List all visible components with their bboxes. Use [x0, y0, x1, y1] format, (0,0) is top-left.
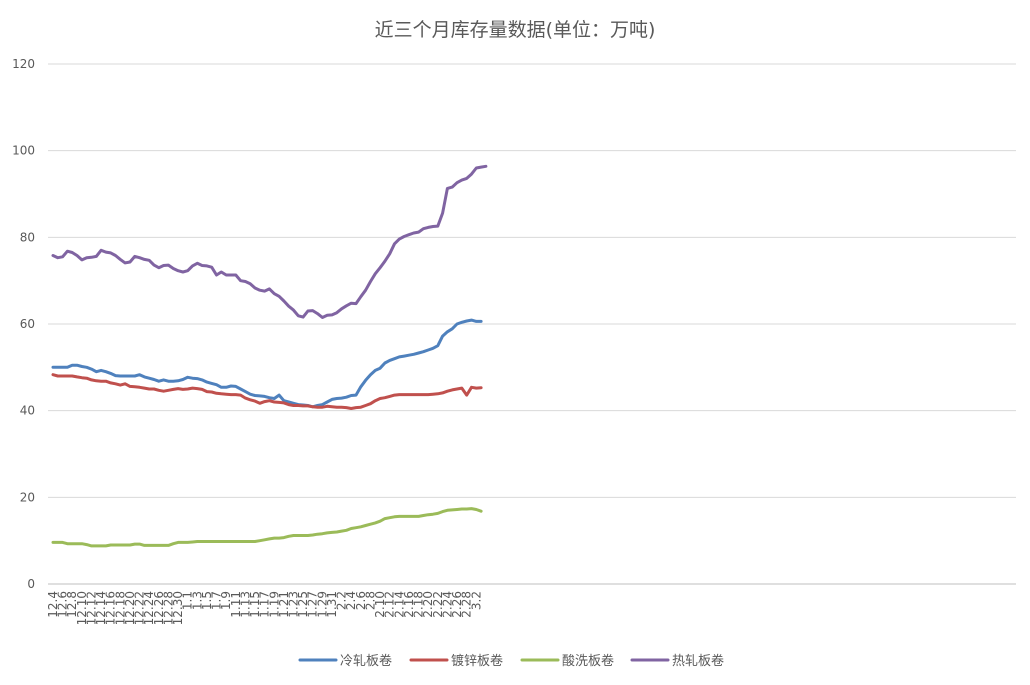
- x-tick-label: 2.4: [344, 591, 358, 610]
- x-tick-label: 12.18: [113, 591, 127, 625]
- x-tick-label: 1.15: [248, 591, 262, 618]
- series-lines: [51, 164, 488, 548]
- x-tick-label: 12.12: [84, 591, 98, 625]
- x-tick-label: 12.14: [94, 591, 108, 625]
- x-tick-label: 2.16: [402, 591, 416, 618]
- x-tick-label: 1.7: [210, 591, 224, 610]
- x-axis-ticks: 12.412.612.812.1012.1212.1412.1612.1812.…: [46, 591, 483, 625]
- x-tick-label: 12.30: [171, 591, 185, 625]
- legend-label: 酸洗板卷: [562, 653, 614, 669]
- x-tick-label: 2.10: [373, 591, 387, 618]
- x-tick-label: 12.4: [46, 591, 60, 618]
- y-tick-label: 0: [27, 577, 35, 591]
- y-tick-label: 80: [20, 230, 35, 244]
- series-line-2: [51, 373, 483, 410]
- x-tick-label: 12.24: [142, 591, 156, 625]
- y-tick-label: 100: [12, 144, 35, 158]
- series-line-1: [51, 318, 483, 409]
- x-tick-label: 12.6: [56, 591, 70, 618]
- x-tick-label: 2.24: [440, 591, 454, 618]
- x-tick-label: 1.1: [181, 591, 195, 610]
- y-tick-label: 60: [20, 317, 35, 331]
- x-tick-label: 2.8: [363, 591, 377, 610]
- x-tick-label: 2.2: [335, 591, 349, 610]
- x-tick-label: 12.20: [123, 591, 137, 625]
- series-line-4: [51, 164, 488, 319]
- y-tick-label: 120: [12, 57, 35, 71]
- x-tick-label: 1.5: [200, 591, 214, 610]
- x-tick-label: 2.6: [354, 591, 368, 610]
- x-tick-label: 1.29: [315, 591, 329, 618]
- legend-label: 镀锌板卷: [451, 653, 503, 669]
- chart-title: 近三个月库存量数据(单位：万吨): [375, 19, 656, 41]
- x-tick-label: 1.31: [325, 591, 339, 618]
- legend-label: 冷轧板卷: [340, 653, 392, 669]
- x-tick-label: 2.22: [431, 591, 445, 618]
- x-tick-label: 12.28: [161, 591, 175, 625]
- x-tick-label: 1.9: [219, 591, 233, 610]
- x-tick-label: 12.26: [152, 591, 166, 625]
- legend: 冷轧板卷 镀锌板卷 酸洗板卷 热轧板卷: [298, 653, 724, 669]
- x-tick-label: 12.22: [133, 591, 147, 625]
- x-tick-label: 1.21: [277, 591, 291, 618]
- x-tick-label: 3.2: [469, 591, 483, 610]
- x-tick-label: 12.10: [75, 591, 89, 625]
- series-line-3: [51, 507, 483, 548]
- x-tick-label: 1.25: [296, 591, 310, 618]
- x-tick-label: 12.16: [104, 591, 118, 625]
- x-tick-label: 1.13: [238, 591, 252, 618]
- y-axis-ticks: 0 20 40 60 80 100 120: [12, 57, 35, 591]
- y-tick-label: 20: [20, 490, 35, 504]
- x-tick-label: 2.20: [421, 591, 435, 618]
- x-tick-label: 1.17: [258, 591, 272, 618]
- x-tick-label: 2.28: [460, 591, 474, 618]
- x-tick-label: 12.8: [65, 591, 79, 618]
- x-tick-label: 1.27: [306, 591, 320, 618]
- x-tick-label: 2.26: [450, 591, 464, 618]
- gridlines: [48, 63, 1016, 585]
- x-tick-label: 1.23: [287, 591, 301, 618]
- x-tick-label: 1.11: [229, 591, 243, 618]
- y-tick-label: 40: [20, 404, 35, 418]
- x-tick-label: 1.19: [267, 591, 281, 618]
- x-tick-label: 2.12: [383, 591, 397, 618]
- x-tick-label: 2.14: [392, 591, 406, 618]
- legend-label: 热轧板卷: [672, 653, 724, 669]
- x-tick-label: 1.3: [190, 591, 204, 610]
- x-tick-label: 2.18: [412, 591, 426, 618]
